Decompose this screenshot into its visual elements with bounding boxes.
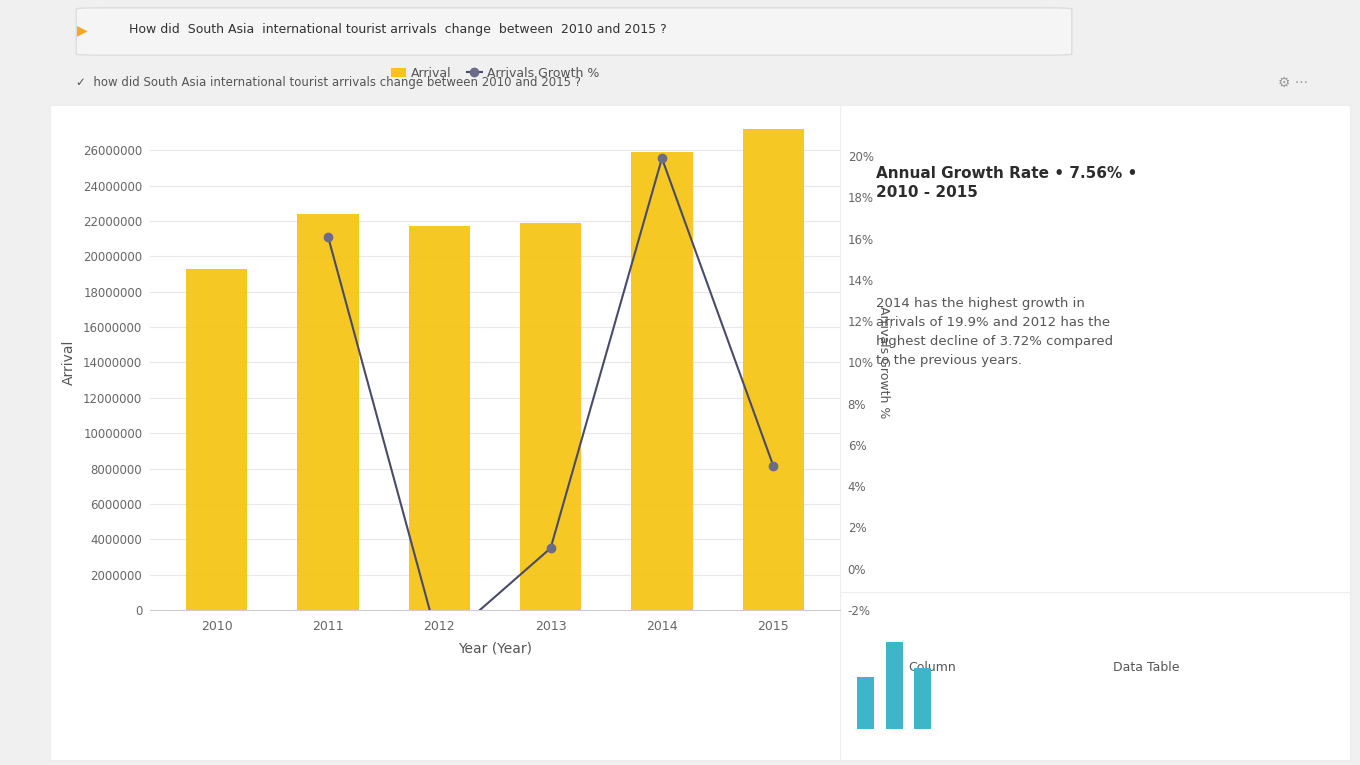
Legend: Arrival, Arrivals Growth %: Arrival, Arrivals Growth % bbox=[386, 62, 604, 85]
Line: Arrivals Growth %: Arrivals Growth % bbox=[324, 154, 778, 649]
Bar bbox=[857, 677, 874, 729]
Bar bbox=[885, 642, 903, 729]
Y-axis label: Arrival: Arrival bbox=[63, 340, 76, 386]
Arrivals Growth % bbox=[431, 641, 447, 650]
FancyBboxPatch shape bbox=[76, 8, 1072, 55]
Bar bbox=[914, 668, 932, 729]
Text: ✓  how did South Asia international tourist arrivals change between 2010 and 201: ✓ how did South Asia international touri… bbox=[76, 76, 581, 89]
Bar bbox=[298, 214, 359, 610]
Bar bbox=[743, 129, 804, 610]
Text: How did  South Asia  international tourist arrivals  change  between  2010 and 2: How did South Asia international tourist… bbox=[129, 24, 666, 37]
Text: Column: Column bbox=[908, 661, 956, 674]
X-axis label: Year (Year): Year (Year) bbox=[458, 641, 532, 655]
Text: 2014 has the highest growth in
arrivals of 19.9% and 2012 has the
highest declin: 2014 has the highest growth in arrivals … bbox=[876, 297, 1112, 367]
Bar bbox=[631, 152, 692, 610]
Bar bbox=[520, 223, 581, 610]
Text: ⚙ ···: ⚙ ··· bbox=[1277, 76, 1307, 90]
Text: ▶: ▶ bbox=[78, 23, 88, 37]
Text: Data Table: Data Table bbox=[1112, 661, 1179, 674]
Bar bbox=[186, 269, 248, 610]
Text: Annual Growth Rate • 7.56% •
2010 - 2015: Annual Growth Rate • 7.56% • 2010 - 2015 bbox=[876, 165, 1137, 200]
Arrivals Growth % bbox=[543, 544, 559, 553]
Arrivals Growth % bbox=[654, 154, 670, 163]
Arrivals Growth % bbox=[320, 232, 336, 241]
Y-axis label: Arrivals Growth %: Arrivals Growth % bbox=[877, 306, 891, 418]
Bar bbox=[409, 226, 471, 610]
Arrivals Growth % bbox=[766, 461, 782, 470]
